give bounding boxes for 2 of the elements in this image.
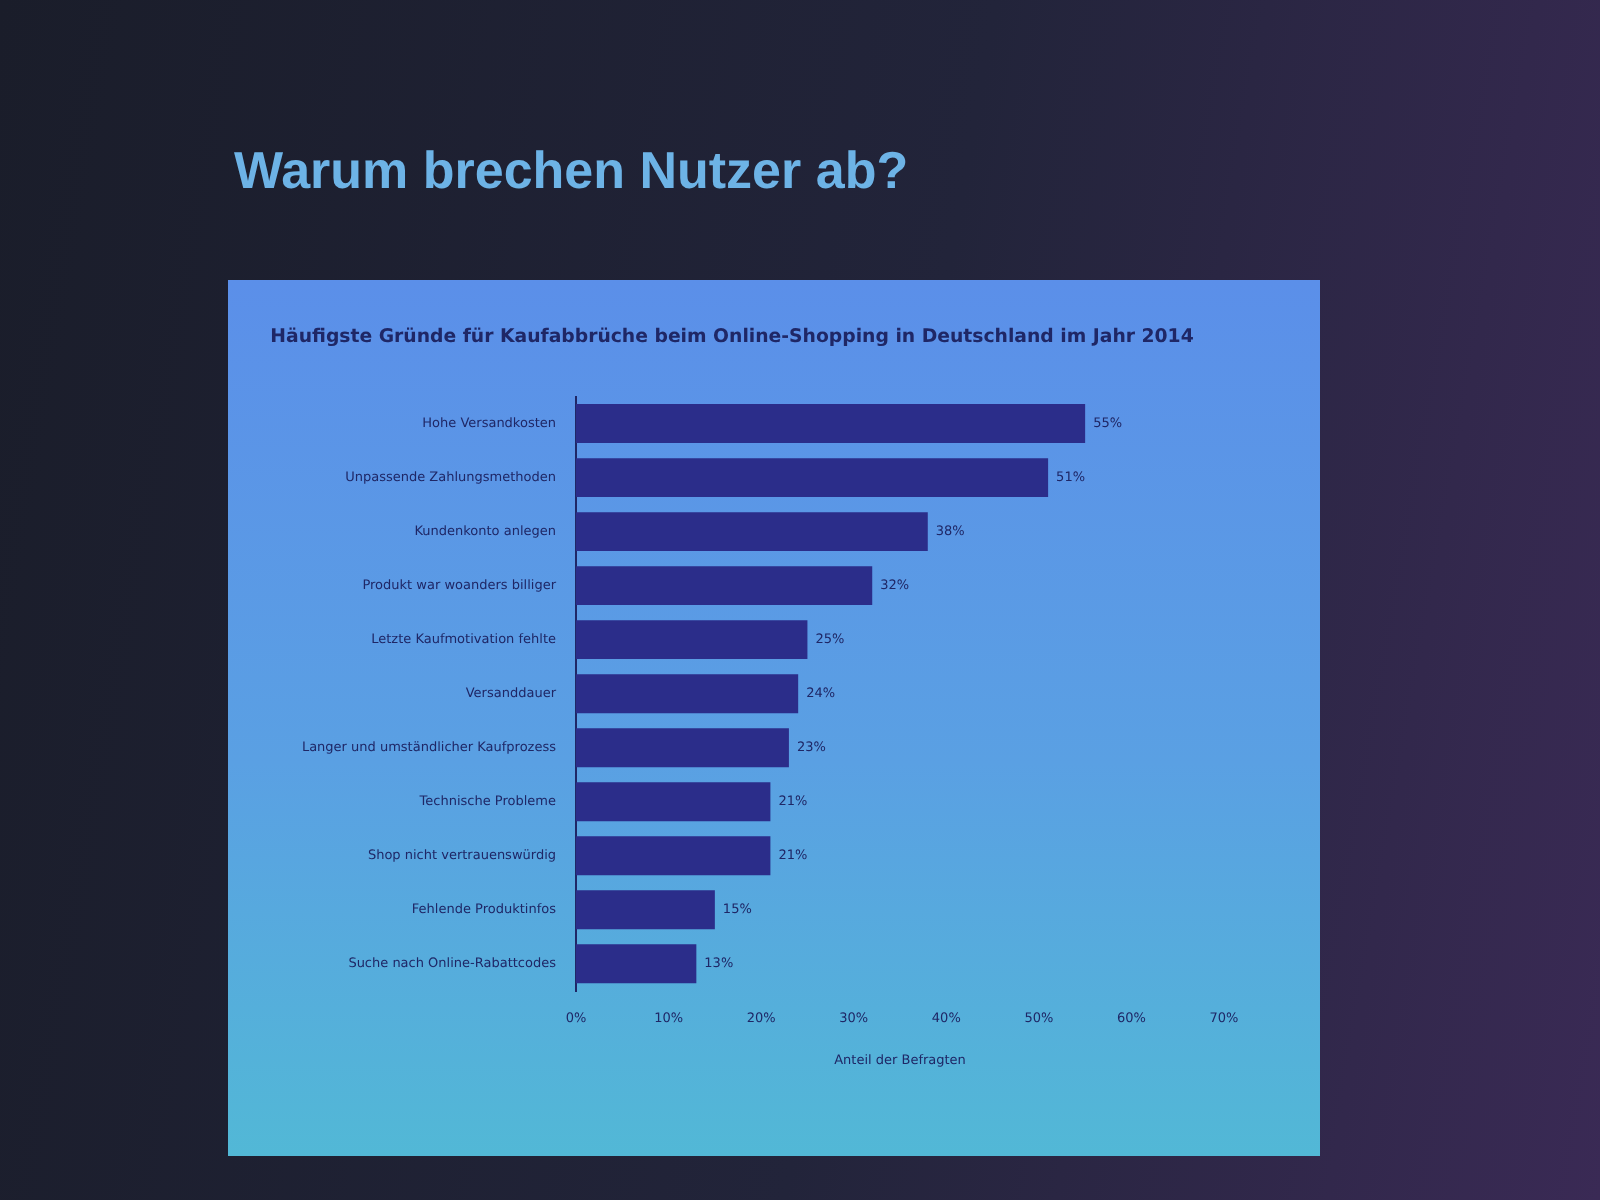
chart-title: Warum brechen Nutzer ab?	[234, 140, 909, 202]
chart-subtitle: Häufigste Gründe für Kaufabbrüche beim Online-Shopping in Deutschland im Jahr 2014	[270, 326, 1195, 349]
